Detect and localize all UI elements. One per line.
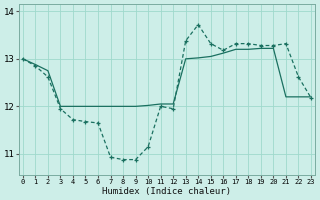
X-axis label: Humidex (Indice chaleur): Humidex (Indice chaleur)	[102, 187, 231, 196]
